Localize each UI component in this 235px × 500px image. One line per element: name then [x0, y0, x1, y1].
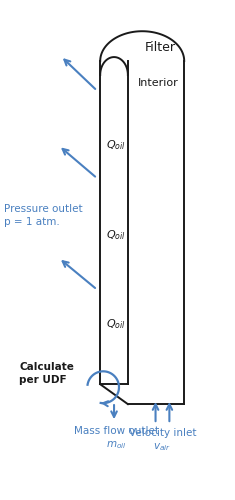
Text: Filter: Filter	[145, 41, 176, 54]
Text: $Q_{oil}$: $Q_{oil}$	[106, 138, 126, 152]
Text: Interior: Interior	[138, 78, 178, 88]
Text: $Q_{oil}$: $Q_{oil}$	[106, 318, 126, 332]
Text: Pressure outlet
p = 1 atm.: Pressure outlet p = 1 atm.	[4, 204, 83, 227]
Text: Mass flow outlet: Mass flow outlet	[74, 426, 159, 436]
Text: $m_{oil}$: $m_{oil}$	[106, 439, 126, 450]
Text: Calculate
per UDF: Calculate per UDF	[19, 362, 74, 385]
Text: $v_{air}$: $v_{air}$	[153, 441, 172, 452]
Text: Velocity inlet: Velocity inlet	[129, 428, 196, 438]
Text: $Q_{oil}$: $Q_{oil}$	[106, 228, 126, 242]
